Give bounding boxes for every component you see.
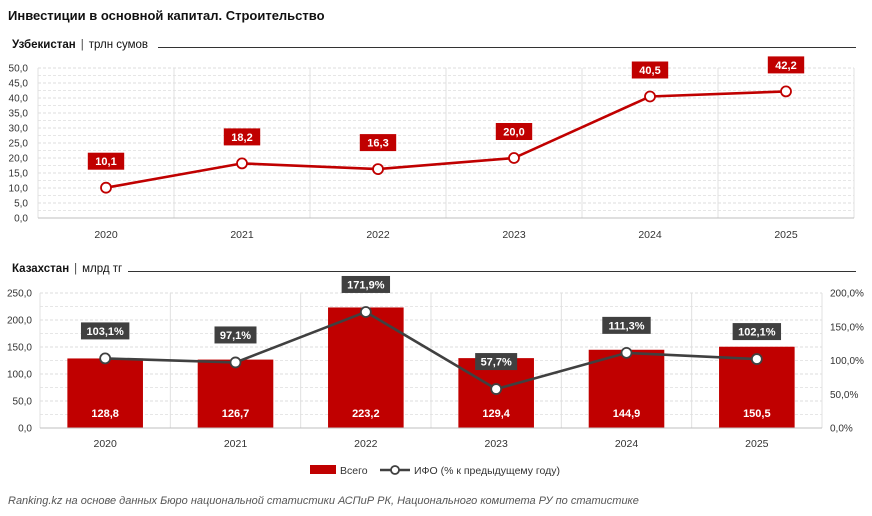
kz-ifo-label-box bbox=[80, 322, 130, 340]
kz-x-tick-label: 2022 bbox=[354, 438, 378, 450]
kz-bar-label: 144,9 bbox=[613, 408, 641, 420]
kz-y2-tick-label: 0,0% bbox=[830, 424, 853, 435]
kz-section-header: Казахстан | млрд тг bbox=[12, 263, 122, 275]
kz-ifo-point bbox=[99, 352, 112, 365]
uz-y-tick-label: 10,0 bbox=[9, 184, 29, 195]
kz-section-separator: | bbox=[74, 263, 78, 275]
kz-x-tick-label: 2023 bbox=[484, 438, 508, 450]
kz-y-tick-label: 250,0 bbox=[7, 289, 32, 300]
uz-y-tick-label: 5,0 bbox=[14, 199, 28, 210]
uz-section-header: Узбекистан | трлн сумов bbox=[12, 39, 148, 51]
uz-data-label-box bbox=[767, 56, 805, 74]
uz-data-point bbox=[644, 90, 656, 103]
uz-x-tick-label: 2021 bbox=[230, 229, 254, 241]
kz-ifo-point bbox=[620, 346, 633, 359]
kz-y2-tick-label: 100,0% bbox=[830, 356, 864, 367]
uz-series-line bbox=[105, 90, 787, 189]
kz-bar bbox=[197, 359, 274, 428]
kz-x-tick-label: 2020 bbox=[93, 438, 117, 450]
uz-y-tick-label: 40,0 bbox=[9, 94, 29, 105]
kz-y2-tick-label: 50,0% bbox=[830, 390, 858, 401]
kz-bar-label: 150,5 bbox=[743, 408, 771, 420]
kz-ifo-point bbox=[490, 383, 503, 395]
legend-line-marker bbox=[390, 465, 400, 475]
uz-y-tick-label: 0,0 bbox=[14, 214, 28, 225]
uz-data-label-box bbox=[87, 152, 125, 170]
kz-ifo-label: 57,7% bbox=[481, 357, 512, 369]
uz-data-label-box bbox=[359, 134, 397, 152]
uz-data-label-box bbox=[495, 123, 533, 140]
kz-ifo-label: 171,9% bbox=[347, 279, 385, 291]
kz-ifo-line bbox=[105, 310, 757, 391]
kz-ifo-label-box bbox=[214, 326, 257, 344]
kz-ifo-label: 102,1% bbox=[738, 327, 776, 339]
kz-bar-label: 129,4 bbox=[482, 408, 510, 420]
kz-ifo-label: 97,1% bbox=[220, 330, 251, 342]
uz-x-tick-label: 2025 bbox=[774, 229, 798, 241]
uz-y-tick-label: 15,0 bbox=[9, 169, 29, 180]
uz-y-tick-label: 20,0 bbox=[9, 154, 29, 165]
kz-ifo-point bbox=[750, 353, 763, 365]
uz-data-point bbox=[236, 157, 248, 170]
kz-ifo-label: 103,1% bbox=[87, 326, 125, 338]
kz-section-title: Казахстан bbox=[12, 263, 70, 275]
kz-x-tick-label: 2025 bbox=[745, 438, 769, 450]
source-footnote: Ranking.kz на основе данных Бюро национа… bbox=[8, 495, 639, 507]
kz-ifo-label: 111,3% bbox=[608, 320, 644, 332]
kz-bar-label: 128,8 bbox=[91, 408, 119, 420]
uz-section-separator: | bbox=[80, 39, 84, 51]
kz-x-tick-label: 2024 bbox=[615, 438, 639, 450]
kz-ifo-label-box bbox=[475, 353, 518, 371]
uz-x-tick-label: 2024 bbox=[638, 229, 662, 241]
uz-x-tick-label: 2020 bbox=[94, 229, 118, 241]
uz-data-point bbox=[780, 85, 792, 98]
kz-bar-label: 223,2 bbox=[352, 408, 380, 420]
legend-bar-label: Всего bbox=[340, 465, 368, 477]
uz-y-tick-label: 25,0 bbox=[9, 139, 29, 150]
uz-data-label-box bbox=[631, 61, 669, 79]
uz-data-label: 18,2 bbox=[231, 132, 252, 144]
legend-line-label: ИФО (% к предыдущему году) bbox=[414, 465, 560, 477]
kz-bar bbox=[67, 358, 143, 428]
uz-section-unit: трлн сумов bbox=[88, 39, 149, 51]
kz-y-tick-label: 150,0 bbox=[7, 343, 32, 354]
kz-x-tick-label: 2021 bbox=[224, 438, 248, 450]
kz-y2-tick-label: 150,0% bbox=[830, 322, 864, 333]
kz-section-unit: млрд тг bbox=[82, 263, 123, 275]
uz-y-tick-label: 30,0 bbox=[9, 124, 29, 135]
uz-data-point bbox=[100, 181, 112, 194]
kz-ifo-label-box bbox=[341, 275, 391, 293]
uz-x-tick-label: 2023 bbox=[502, 229, 526, 241]
uz-y-tick-label: 35,0 bbox=[9, 109, 29, 120]
uz-data-label: 20,0 bbox=[503, 127, 524, 139]
uz-y-tick-label: 50,0 bbox=[9, 64, 29, 75]
kz-ifo-label-box bbox=[602, 316, 651, 334]
uz-data-point bbox=[508, 152, 520, 164]
kz-y-tick-label: 0,0 bbox=[18, 424, 32, 435]
uz-data-label: 42,2 bbox=[775, 60, 796, 72]
kz-y-tick-label: 50,0 bbox=[13, 397, 33, 408]
uz-section-rule bbox=[158, 47, 856, 48]
uz-data-label: 40,5 bbox=[639, 65, 660, 77]
kz-ifo-label-box bbox=[732, 323, 782, 341]
uz-y-tick-label: 45,0 bbox=[9, 79, 29, 90]
kz-y-tick-label: 200,0 bbox=[7, 316, 32, 327]
legend-bar-swatch bbox=[310, 465, 336, 474]
uz-data-point bbox=[372, 163, 384, 176]
kz-ifo-point bbox=[359, 306, 372, 318]
page-title: Инвестиции в основной капитал. Строитель… bbox=[8, 8, 325, 23]
uz-data-label: 10,1 bbox=[95, 156, 116, 168]
kz-bar bbox=[588, 349, 665, 428]
kz-section-rule bbox=[128, 271, 856, 272]
uz-data-label-box bbox=[223, 128, 261, 146]
kz-y-tick-label: 100,0 bbox=[7, 370, 32, 381]
kz-bar-label: 126,7 bbox=[222, 408, 250, 420]
kz-ifo-point bbox=[229, 356, 242, 369]
uz-x-tick-label: 2022 bbox=[366, 229, 390, 241]
kz-y2-tick-label: 200,0% bbox=[830, 289, 864, 300]
uz-data-label: 16,3 bbox=[367, 138, 388, 150]
uz-section-title: Узбекистан bbox=[12, 39, 76, 51]
